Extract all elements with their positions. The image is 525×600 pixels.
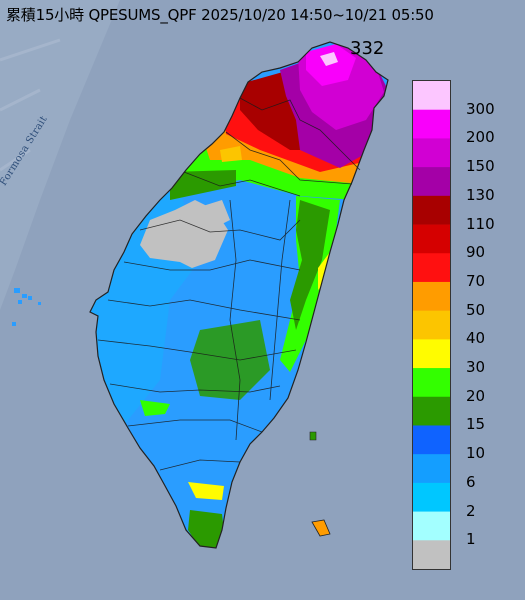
legend-swatch — [413, 138, 450, 168]
legend-label: 15 — [466, 415, 486, 434]
legend-swatch — [413, 281, 450, 311]
legend-swatch — [413, 511, 450, 541]
rain-bright-magenta — [306, 44, 356, 86]
legend-label: 90 — [466, 243, 486, 262]
rain-grey-area-2 — [190, 200, 230, 230]
legend-label: 1 — [466, 530, 476, 549]
rainfall-legend-bar — [412, 80, 451, 570]
legend-label: 40 — [466, 329, 486, 348]
rain-yellow-south — [188, 482, 224, 500]
china-coast — [0, 0, 120, 310]
rain-yellow-patch — [220, 146, 242, 162]
rain-darkgreen-east — [290, 200, 330, 330]
legend-label: 10 — [466, 444, 486, 463]
legend-swatch — [413, 167, 450, 197]
legend-label: 30 — [466, 358, 486, 377]
legend-swatch — [413, 81, 450, 111]
rain-pink-max — [320, 52, 338, 66]
penghu-islands — [12, 288, 41, 326]
coast-hatch — [0, 38, 61, 172]
legend-swatch — [413, 109, 450, 139]
legend-swatch — [413, 253, 450, 283]
legend-label: 200 — [466, 128, 495, 147]
rain-green-sw — [140, 400, 170, 416]
legend-swatch — [413, 482, 450, 512]
island-ludao — [309, 431, 317, 441]
legend-swatch — [413, 454, 450, 484]
legend-swatch — [413, 224, 450, 254]
legend-swatch — [413, 339, 450, 369]
legend-label: 2 — [466, 501, 476, 520]
rain-darkgreen-north-band — [170, 170, 236, 200]
legend-swatch — [413, 396, 450, 426]
island-lanyu — [311, 519, 331, 537]
legend-swatch — [413, 425, 450, 455]
max-rainfall-value: 332 — [350, 38, 385, 59]
legend-label: 6 — [466, 472, 476, 491]
legend-label: 70 — [466, 271, 486, 290]
legend-label: 50 — [466, 300, 486, 319]
legend-label: 130 — [466, 185, 495, 204]
map-title: 累積15小時 QPESUMS_QPF 2025/10/20 14:50~10/2… — [6, 6, 434, 24]
legend-swatch — [413, 195, 450, 225]
legend-label: 20 — [466, 386, 486, 405]
county-boundaries — [97, 97, 361, 471]
legend-label: 300 — [466, 99, 495, 118]
legend-label: 150 — [466, 157, 495, 176]
legend-swatch — [413, 310, 450, 340]
rain-green-south — [188, 510, 226, 548]
legend-label: 110 — [466, 214, 495, 233]
legend-swatch — [413, 368, 450, 398]
rain-green-central — [190, 320, 270, 400]
legend-swatch — [413, 540, 450, 569]
